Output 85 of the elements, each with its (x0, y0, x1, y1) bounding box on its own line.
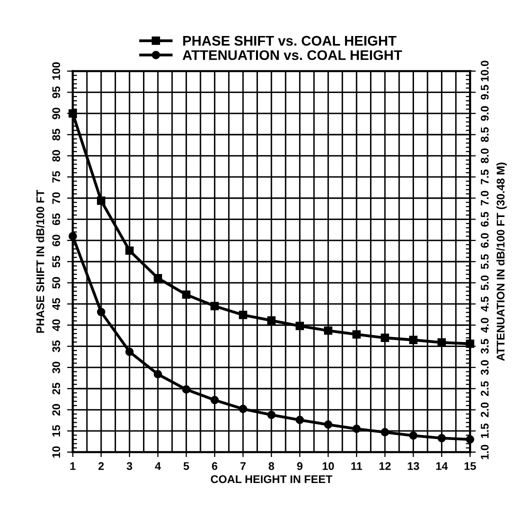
y-tick-label: 35 (52, 340, 60, 352)
y-tick-label: 50 (52, 277, 60, 289)
point (96, 196, 106, 205)
point (324, 326, 332, 335)
point (210, 396, 219, 404)
x-tick-label: 3 (126, 462, 132, 470)
point (324, 420, 332, 429)
x-tick-label: 7 (240, 462, 246, 470)
y2-tick-label: 2.5 (480, 381, 489, 396)
point (466, 435, 474, 444)
point (238, 310, 248, 320)
x-axis-title: COAL HEIGHT IN FEET (210, 475, 332, 484)
point (210, 302, 219, 310)
x-tick-label: 1 (70, 462, 76, 470)
x-tick-label: 8 (268, 462, 274, 470)
y2-tick-label: 1.5 (480, 424, 489, 438)
y-tick-label: 85 (52, 128, 60, 140)
y2-tick-label: 3.5 (480, 338, 489, 354)
y-tick-label: 30 (52, 362, 60, 374)
x-tick-label: 2 (98, 462, 104, 470)
y-tick-label: 60 (52, 234, 60, 246)
y2-tick-label: 8.5 (480, 127, 489, 142)
y2-tick-label: 5.5 (480, 254, 489, 269)
y-tick-label: 75 (52, 171, 60, 183)
point (96, 308, 106, 316)
y2-tick-label: 9.0 (480, 106, 489, 121)
x-tick-label: 13 (408, 462, 420, 470)
legend-label: PHASE SHIFT vs. COAL HEIGHT (183, 36, 396, 46)
y-tick-label: 20 (52, 404, 60, 416)
point (296, 322, 304, 330)
point (409, 336, 418, 344)
y2-tick-label: 7.5 (480, 170, 489, 184)
y2-axis-title: ATTENUATION IN dB/100 FT (30.48 M) (496, 162, 507, 361)
legend-label: ATTENUATION vs. COAL HEIGHT (182, 50, 402, 60)
point (380, 428, 390, 436)
y-tick-label: 25 (52, 382, 60, 394)
point (267, 316, 276, 325)
x-tick-label: 4 (154, 462, 161, 470)
y2-tick-label: 6.5 (480, 212, 489, 227)
point (352, 330, 361, 339)
point (125, 246, 134, 255)
y-tick-label: 70 (52, 192, 60, 204)
y2-tick-label: 1.0 (480, 444, 489, 460)
x-tick-label: 5 (184, 462, 190, 470)
y2-tick-label: 9.5 (480, 84, 489, 100)
y-tick-label: 55 (52, 256, 60, 268)
point (267, 410, 276, 420)
y-tick-label: 90 (52, 108, 60, 120)
point (154, 370, 162, 378)
point (352, 424, 361, 434)
point (238, 404, 248, 414)
y-tick-label: 80 (52, 150, 60, 162)
y2-tick-label: 4.0 (480, 318, 489, 333)
point (438, 338, 446, 347)
point (182, 290, 190, 299)
point (438, 434, 446, 442)
y-tick-label: 100 (52, 62, 60, 80)
x-tick-label: 6 (212, 462, 218, 470)
y2-tick-label: 10.0 (480, 60, 489, 82)
y2-tick-label: 5.0 (480, 276, 489, 290)
y-tick-label: 65 (52, 213, 60, 226)
x-tick-label: 11 (351, 462, 362, 470)
y-tick-label: 45 (52, 298, 60, 310)
x-tick-label: 12 (379, 462, 391, 470)
y-tick-label: 40 (52, 319, 60, 332)
y-tick-label: 15 (52, 425, 60, 436)
y2-tick-label: 3.0 (480, 360, 489, 375)
point (296, 416, 304, 424)
point (380, 334, 390, 342)
point (409, 431, 418, 440)
x-tick-label: 14 (436, 462, 448, 470)
y-tick-label: 95 (52, 86, 60, 98)
y2-tick-label: 4.5 (480, 296, 489, 312)
point (182, 385, 190, 394)
y-axis-title: PHASE SHIFT IN dB/100 FT (36, 190, 44, 333)
point (125, 348, 134, 356)
y2-tick-label: 7.0 (480, 190, 489, 206)
y2-tick-label: 6.0 (480, 233, 489, 248)
x-tick-label: 9 (297, 462, 302, 470)
x-tick-label: 15 (464, 462, 476, 470)
x-tick-label: 10 (322, 462, 334, 470)
y2-tick-label: 2.0 (480, 402, 489, 418)
y2-tick-label: 8.0 (480, 148, 489, 164)
y-tick-label: 10 (52, 446, 60, 458)
point (154, 274, 162, 282)
